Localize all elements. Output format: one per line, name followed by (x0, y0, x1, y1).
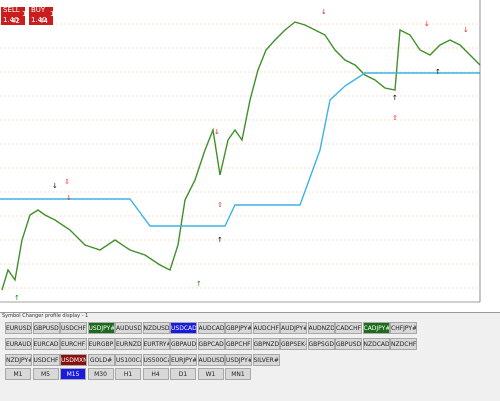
arrow: ↑ (392, 94, 398, 102)
sell-box[interactable] (1, 7, 25, 25)
symbol-button[interactable]: GBPNZD# (252, 338, 280, 350)
symbol-button[interactable]: AUDCHF# (252, 322, 280, 334)
symbol-button[interactable]: EURCAD# (32, 338, 60, 350)
symbol-button[interactable]: AUDUSD# (115, 322, 142, 334)
arrow: ↑ (217, 236, 223, 244)
arrow: ↓ (321, 8, 327, 16)
symbol-button[interactable]: US500Cash (142, 354, 170, 366)
arrow: ⇧ (217, 201, 223, 209)
symbol-button[interactable]: EURUSD (5, 322, 32, 334)
arrow: ↓ (52, 182, 58, 190)
symbol-button[interactable]: CADCHF# (335, 322, 362, 334)
chart-bg (0, 0, 500, 312)
symbol-button[interactable]: USDMXN# (60, 354, 87, 366)
symbol-button[interactable]: EURAUD# (5, 338, 32, 350)
symbol-button[interactable]: GBPSEK# (280, 338, 307, 350)
signal-arrows: ↓ ⇩ ↓ ↓ ⇧ ↑ ↓ ⇧ ↑ ↓ ↓ ↑ ↑ ↑ (14, 8, 469, 302)
symbol-button[interactable]: NZDCAD# (362, 338, 390, 350)
arrow: ↓ (214, 128, 220, 136)
symbol-button[interactable]: GBPCAD# (197, 338, 225, 350)
price-chart: ↓ ⇩ ↓ ↓ ⇧ ↑ ↓ ⇧ ↑ ↓ ↓ ↑ ↑ ↑ SELL 1.40 42… (0, 0, 500, 312)
symbol-button[interactable]: GBPUSD# (335, 338, 362, 350)
symbol-button[interactable]: AUDNZD# (307, 322, 335, 334)
arrow: ↓ (463, 26, 469, 34)
sell-price: 42 (11, 17, 20, 25)
symbol-button[interactable]: USDCHF (60, 322, 87, 334)
symbol-button[interactable]: EURNZD# (115, 338, 142, 350)
symbol-button[interactable]: M1 (5, 368, 31, 380)
symbol-button[interactable]: W1 (197, 368, 224, 380)
panel-title: Symbol Changer profile display - 1 (2, 313, 89, 319)
symbol-button[interactable]: AUDCAD# (197, 322, 225, 334)
symbol-button[interactable]: USDJPY# (87, 322, 115, 334)
arrow: ↑ (14, 294, 20, 302)
symbol-button[interactable]: M5 (32, 368, 59, 380)
symbol-button[interactable]: GOLD# (87, 354, 115, 366)
symbol-button[interactable]: NZDCHF# (390, 338, 417, 350)
symbol-button[interactable]: GBPCHF# (225, 338, 252, 350)
symbol-button[interactable]: M15 (60, 368, 86, 380)
symbol-button[interactable]: GBPSGD# (307, 338, 335, 350)
grid (0, 23, 480, 289)
symbol-button[interactable]: MN1 (225, 368, 251, 380)
symbol-button[interactable]: H4 (142, 368, 169, 380)
symbol-button[interactable]: M30 (87, 368, 114, 380)
arrow: ⇧ (392, 114, 398, 122)
buy-price: 1 (50, 10, 54, 18)
symbol-button[interactable]: AUDJPY# (280, 322, 307, 334)
symbol-button[interactable]: USDCAD# (170, 322, 197, 334)
symbol-button[interactable]: GBPJPY# (225, 322, 252, 334)
arrow: ↓ (66, 194, 72, 202)
sell-price: 1.40 (3, 16, 19, 24)
buy-label: BUY (31, 6, 46, 14)
symbol-button[interactable]: H1 (115, 368, 141, 380)
arrow: ↑ (196, 280, 202, 288)
symbol-button[interactable]: EURCHF# (60, 338, 87, 350)
arrow: ⇩ (64, 178, 70, 186)
symbol-button[interactable]: US100Cash (115, 354, 142, 366)
symbol-button[interactable]: AUDUSD# (197, 354, 225, 366)
symbol-button[interactable]: EURGBP# (87, 338, 115, 350)
symbol-button[interactable]: D1 (170, 368, 196, 380)
arrow: ↑ (435, 68, 441, 76)
buy-price: 44 (39, 17, 48, 25)
buy-box[interactable] (29, 7, 53, 25)
sell-label: SELL (3, 6, 20, 14)
symbol-button[interactable]: GBPAUD# (170, 338, 197, 350)
symbol-button[interactable]: CADJPY# (362, 322, 390, 334)
buy-price: 1.40 (31, 16, 47, 24)
support-line (0, 72, 480, 227)
arrow: ↓ (424, 20, 430, 28)
symbol-button[interactable]: USDJPY# (225, 354, 252, 366)
symbol-button[interactable]: SILVER# (252, 354, 280, 366)
symbol-button[interactable]: NZDUSD# (142, 322, 170, 334)
price-line (1, 21, 481, 291)
sell-price: 1 (22, 10, 26, 18)
symbol-button[interactable]: EURTRY# (142, 338, 170, 350)
symbol-button[interactable]: NZDJPY# (5, 354, 32, 366)
symbol-button[interactable]: GBPUSD (32, 322, 60, 334)
symbol-panel: Symbol Changer profile display - 1 EURUS… (0, 312, 500, 401)
symbol-button[interactable]: EURJPY# (170, 354, 197, 366)
symbol-button[interactable]: USDCHF# (32, 354, 60, 366)
symbol-button[interactable]: CHFJPY# (390, 322, 417, 334)
